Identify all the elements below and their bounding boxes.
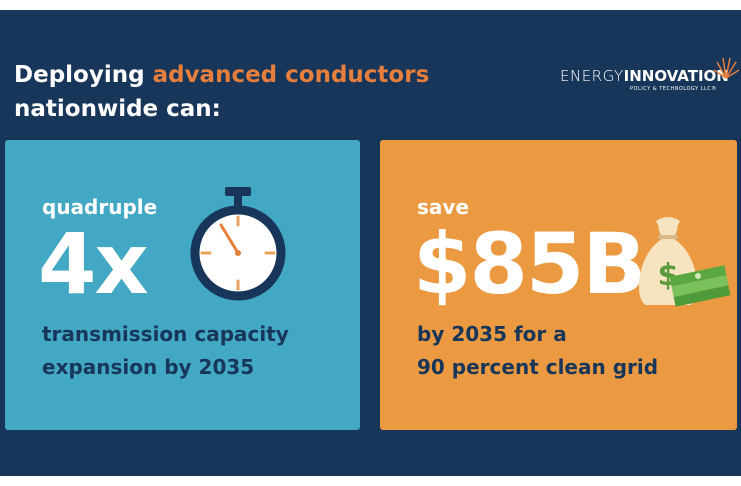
title-rest: nationwide can: [14, 96, 221, 122]
card-label: save [417, 195, 470, 219]
card-caption: transmission capacity [42, 322, 289, 346]
title: Deploying advanced conductors nationwide… [14, 58, 429, 126]
logo-name-bold: INNOVATION [623, 67, 729, 85]
card-caption: by 2035 for a [417, 322, 567, 346]
logo: ENERGYINNOVATION POLICY & TECHNOLOGY LLC… [560, 66, 729, 92]
card: save $85B by 2035 for a 90 percent clean… [380, 140, 737, 430]
card-caption: 90 percent clean grid [417, 355, 659, 379]
card-label: quadruple [42, 195, 158, 219]
money-icon: $ [638, 217, 731, 307]
card-figure: 4x [38, 215, 149, 313]
title-highlight: advanced conductors [152, 62, 430, 88]
logo-name-light: ENERGY [560, 67, 624, 85]
card-caption: expansion by 2035 [42, 355, 255, 379]
card: quadruple 4x transmission capacity expan… [5, 140, 360, 430]
stopwatch-icon [190, 187, 286, 301]
title-lead: Deploying [14, 62, 145, 88]
logo-tagline: POLICY & TECHNOLOGY LLC® [630, 86, 717, 92]
logo-sunburst [713, 57, 740, 79]
card-figure: $85B [413, 215, 646, 313]
